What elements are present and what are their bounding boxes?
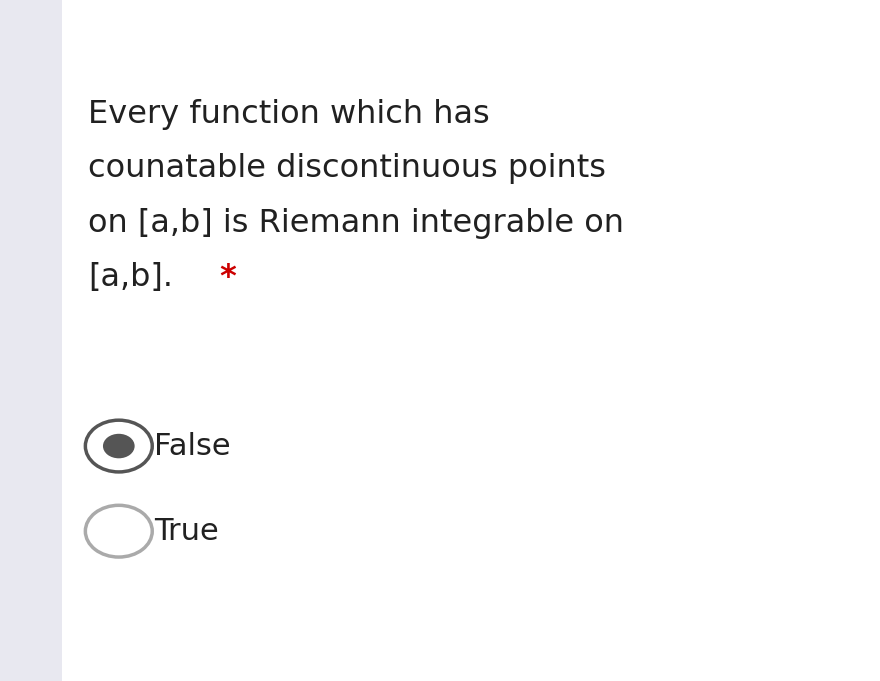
- Text: True: True: [154, 517, 219, 545]
- FancyBboxPatch shape: [0, 0, 62, 681]
- Text: Every function which has: Every function which has: [88, 99, 490, 130]
- Text: on [a,b] is Riemann integrable on: on [a,b] is Riemann integrable on: [88, 208, 624, 239]
- Text: False: False: [154, 432, 231, 460]
- Text: counatable discontinuous points: counatable discontinuous points: [88, 153, 606, 185]
- Text: [a,b].: [a,b].: [88, 262, 173, 294]
- Circle shape: [103, 434, 135, 458]
- Text: *: *: [209, 262, 238, 294]
